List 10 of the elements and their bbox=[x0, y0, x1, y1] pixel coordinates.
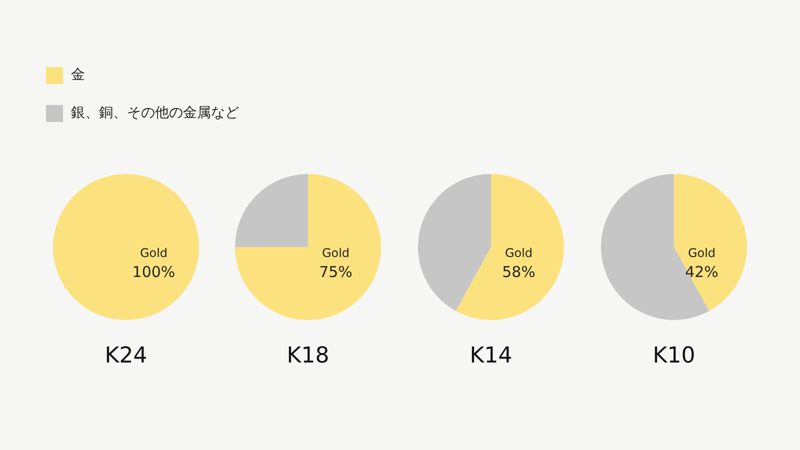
legend-label: 金 bbox=[71, 66, 85, 84]
text: K14 bbox=[470, 344, 512, 369]
data-label: Gold 100% bbox=[132, 246, 176, 281]
text: K18 bbox=[286, 344, 330, 369]
legend-label: 銀、銅、その他の金属など bbox=[71, 104, 239, 122]
data-label: Gold 42% bbox=[685, 246, 718, 281]
text: K10 bbox=[652, 344, 696, 369]
text: K24 bbox=[104, 344, 148, 369]
data-label: Gold 75% bbox=[319, 246, 352, 281]
data-label: Gold 58% bbox=[502, 246, 536, 281]
